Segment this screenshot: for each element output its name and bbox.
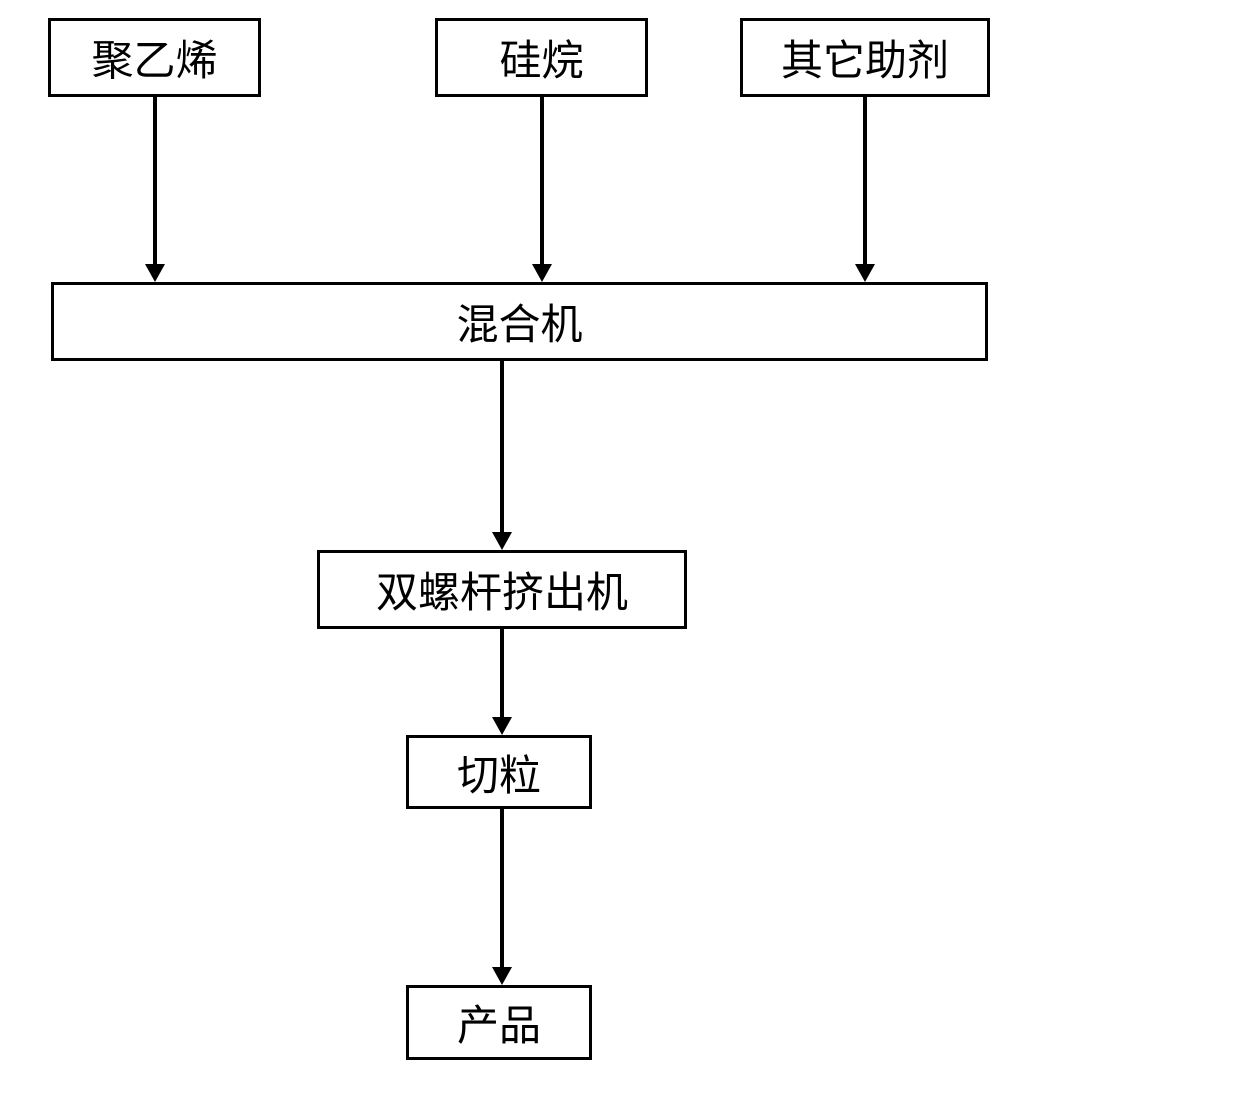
arrowhead-icon (492, 967, 512, 985)
node-input3-label: 其它助剂 (781, 27, 949, 88)
edge-line (540, 97, 544, 265)
node-input2: 硅烷 (435, 18, 648, 97)
arrowhead-icon (145, 264, 165, 282)
node-pelletize: 切粒 (406, 735, 592, 809)
node-product: 产品 (406, 985, 592, 1060)
edge-line (863, 97, 867, 265)
arrowhead-icon (855, 264, 875, 282)
node-extruder: 双螺杆挤出机 (317, 550, 687, 629)
arrowhead-icon (532, 264, 552, 282)
edge-line (153, 97, 157, 265)
node-pelletize-label: 切粒 (457, 742, 541, 803)
node-input1-label: 聚乙烯 (91, 27, 217, 88)
arrowhead-icon (492, 717, 512, 735)
node-mixer: 混合机 (51, 282, 988, 361)
node-input1: 聚乙烯 (48, 18, 261, 97)
node-extruder-label: 双螺杆挤出机 (376, 559, 628, 620)
node-mixer-label: 混合机 (456, 291, 582, 352)
flowchart-container: 聚乙烯 硅烷 其它助剂 混合机 双螺杆挤出机 切粒 产品 (0, 0, 1252, 1097)
node-input2-label: 硅烷 (499, 27, 583, 88)
node-input3: 其它助剂 (740, 18, 990, 97)
edge-line (500, 809, 504, 968)
edge-line (500, 629, 504, 718)
edge-line (500, 361, 504, 533)
node-product-label: 产品 (457, 992, 541, 1053)
arrowhead-icon (492, 532, 512, 550)
